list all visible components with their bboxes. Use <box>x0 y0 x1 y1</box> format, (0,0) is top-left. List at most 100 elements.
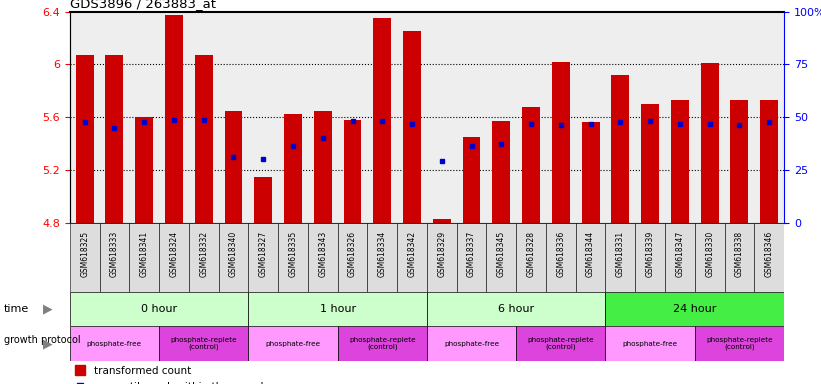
Bar <box>731 100 749 223</box>
Bar <box>760 100 778 223</box>
Bar <box>195 55 213 223</box>
Bar <box>695 223 724 292</box>
Bar <box>255 177 273 223</box>
Bar <box>248 223 278 292</box>
Text: GSM618335: GSM618335 <box>288 231 297 277</box>
Text: GSM618341: GSM618341 <box>140 231 149 277</box>
Text: phosphate-free: phosphate-free <box>444 341 499 347</box>
Bar <box>606 223 635 292</box>
Text: time: time <box>4 304 30 314</box>
Text: GSM618332: GSM618332 <box>200 231 209 277</box>
Bar <box>130 223 159 292</box>
Bar <box>70 223 99 292</box>
Text: GSM618344: GSM618344 <box>586 231 595 277</box>
Bar <box>218 223 248 292</box>
Bar <box>368 223 397 292</box>
Text: ▶: ▶ <box>43 337 53 350</box>
Text: GDS3896 / 263883_at: GDS3896 / 263883_at <box>70 0 216 10</box>
Text: 24 hour: 24 hour <box>673 304 717 314</box>
Bar <box>337 223 368 292</box>
Text: GSM618338: GSM618338 <box>735 231 744 277</box>
Text: GSM618337: GSM618337 <box>467 231 476 277</box>
Bar <box>99 223 130 292</box>
Bar <box>314 111 332 223</box>
Bar <box>463 137 480 223</box>
Text: phosphate-free: phosphate-free <box>265 341 320 347</box>
Bar <box>456 223 487 292</box>
Legend: transformed count, percentile rank within the sample: transformed count, percentile rank withi… <box>75 366 269 384</box>
Bar <box>70 292 248 326</box>
Text: GSM618334: GSM618334 <box>378 231 387 277</box>
Bar <box>493 121 511 223</box>
Bar <box>337 326 427 361</box>
Bar <box>427 292 606 326</box>
Bar <box>165 15 183 223</box>
Bar <box>701 63 718 223</box>
Text: ▶: ▶ <box>43 303 53 316</box>
Bar <box>284 114 302 223</box>
Bar <box>552 62 570 223</box>
Text: 6 hour: 6 hour <box>498 304 534 314</box>
Bar <box>189 223 218 292</box>
Text: GSM618328: GSM618328 <box>526 231 535 277</box>
Text: GSM618331: GSM618331 <box>616 231 625 277</box>
Bar <box>135 117 154 223</box>
Text: GSM618339: GSM618339 <box>645 231 654 277</box>
Bar <box>665 223 695 292</box>
Bar <box>606 326 695 361</box>
Bar <box>582 122 599 223</box>
Text: GSM618324: GSM618324 <box>169 231 178 277</box>
Bar <box>248 326 337 361</box>
Bar <box>374 18 392 223</box>
Text: GSM618330: GSM618330 <box>705 231 714 277</box>
Text: phosphate-replete
(control): phosphate-replete (control) <box>349 337 415 351</box>
Text: 0 hour: 0 hour <box>141 304 177 314</box>
Bar <box>576 223 606 292</box>
Text: phosphate-free: phosphate-free <box>622 341 677 347</box>
Bar <box>487 223 516 292</box>
Bar <box>159 223 189 292</box>
Bar <box>516 223 546 292</box>
Text: GSM618346: GSM618346 <box>764 231 773 277</box>
Bar <box>635 223 665 292</box>
Bar <box>671 100 689 223</box>
Bar <box>606 292 784 326</box>
Bar <box>695 326 784 361</box>
Bar <box>70 326 159 361</box>
Bar <box>427 326 516 361</box>
Text: GSM618345: GSM618345 <box>497 231 506 277</box>
Bar <box>76 55 94 223</box>
Bar <box>433 219 451 223</box>
Text: GSM618325: GSM618325 <box>80 231 89 277</box>
Text: GSM618327: GSM618327 <box>259 231 268 277</box>
Text: GSM618340: GSM618340 <box>229 231 238 277</box>
Text: 1 hour: 1 hour <box>319 304 355 314</box>
Bar <box>225 111 242 223</box>
Bar <box>724 223 754 292</box>
Bar <box>308 223 337 292</box>
Bar <box>159 326 248 361</box>
Bar <box>641 104 659 223</box>
Bar <box>427 223 456 292</box>
Bar <box>344 120 361 223</box>
Bar <box>546 223 576 292</box>
Bar <box>397 223 427 292</box>
Bar <box>612 75 630 223</box>
Text: GSM618342: GSM618342 <box>407 231 416 277</box>
Bar <box>106 55 123 223</box>
Bar <box>754 223 784 292</box>
Text: GSM618336: GSM618336 <box>557 231 566 277</box>
Text: GSM618343: GSM618343 <box>319 231 328 277</box>
Text: GSM618326: GSM618326 <box>348 231 357 277</box>
Text: growth protocol: growth protocol <box>4 335 80 345</box>
Text: phosphate-replete
(control): phosphate-replete (control) <box>171 337 237 351</box>
Bar <box>403 31 421 223</box>
Bar <box>278 223 308 292</box>
Bar <box>522 107 540 223</box>
Text: phosphate-replete
(control): phosphate-replete (control) <box>706 337 773 351</box>
Text: GSM618347: GSM618347 <box>676 231 685 277</box>
Text: phosphate-replete
(control): phosphate-replete (control) <box>528 337 594 351</box>
Text: phosphate-free: phosphate-free <box>87 341 142 347</box>
Text: GSM618329: GSM618329 <box>438 231 447 277</box>
Bar <box>248 292 427 326</box>
